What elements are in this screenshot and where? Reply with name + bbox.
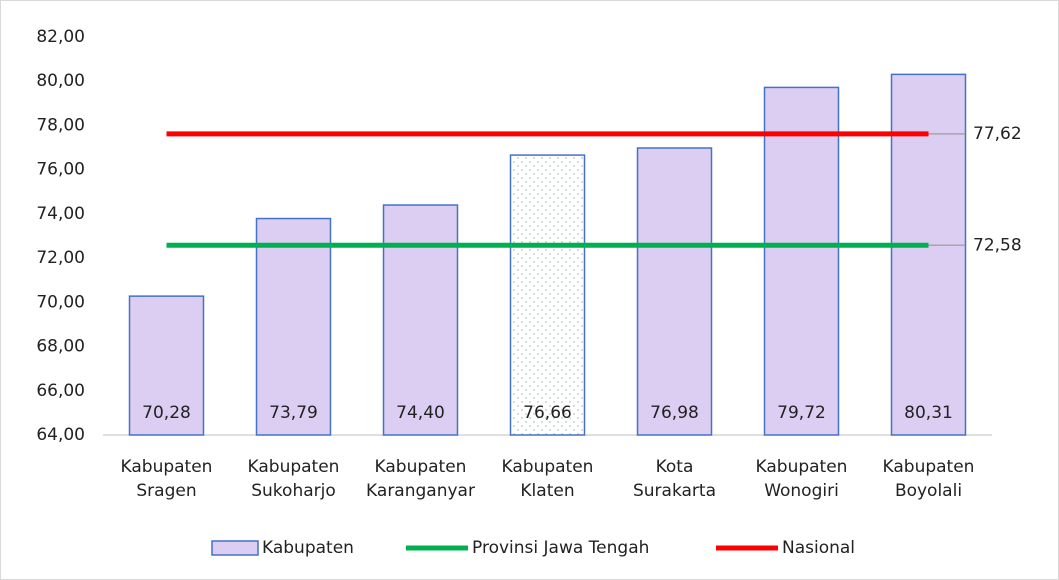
y-tick-label: 82,00 (36, 27, 85, 47)
data-label: 77,62 (973, 124, 1022, 144)
bar (636, 147, 713, 436)
data-label: 72,58 (973, 235, 1022, 255)
legend-label: Nasional (782, 538, 855, 558)
y-tick-label: 72,00 (36, 248, 85, 268)
bar (128, 295, 205, 436)
y-tick-label: 76,00 (36, 160, 85, 180)
x-tick-label: Kabupaten Klaten (502, 457, 594, 501)
data-label: 74,40 (396, 403, 445, 423)
data-label: 73,79 (269, 403, 318, 423)
y-tick-label: 78,00 (36, 115, 85, 135)
data-label: 76,98 (650, 403, 699, 423)
x-tick-label: Kota Surakarta (633, 457, 716, 501)
x-tick-label: Kabupaten Wonogiri (756, 457, 848, 501)
y-tick-label: 66,00 (36, 381, 85, 401)
data-label: 76,66 (523, 403, 572, 423)
y-tick-label: 80,00 (36, 71, 85, 91)
x-tick-label: Kabupaten Karanganyar (366, 457, 475, 501)
y-tick-label: 70,00 (36, 292, 85, 312)
x-tick-label: Kabupaten Sragen (121, 457, 213, 501)
x-tick-label: Kabupaten Sukoharjo (248, 457, 340, 501)
y-tick-label: 68,00 (36, 337, 85, 357)
data-label: 79,72 (777, 403, 826, 423)
legend-label: Provinsi Jawa Tengah (472, 538, 649, 558)
x-tick-label: Kabupaten Boyolali (883, 457, 975, 501)
legend-swatch (211, 540, 259, 556)
bar (890, 73, 967, 436)
y-tick-label: 64,00 (36, 425, 85, 445)
bar (382, 204, 459, 436)
data-label: 70,28 (142, 403, 191, 423)
bar (763, 86, 840, 436)
bar (509, 154, 586, 436)
data-label: 80,31 (904, 403, 953, 423)
bar (255, 217, 332, 436)
legend-label: Kabupaten (262, 538, 354, 558)
y-tick-label: 74,00 (36, 204, 85, 224)
